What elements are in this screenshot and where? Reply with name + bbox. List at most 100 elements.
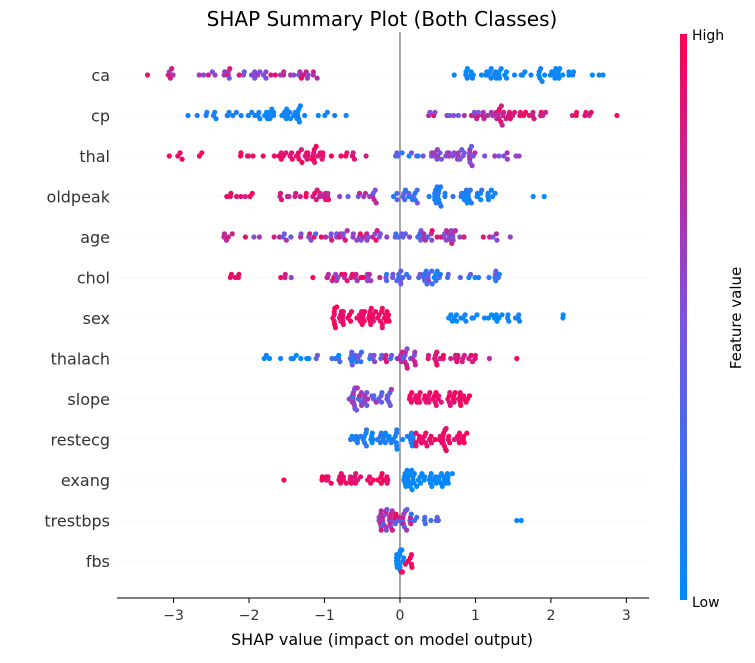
shap-point-thal: [260, 153, 266, 159]
shap-point-ca: [236, 72, 242, 78]
shap-point-cp: [511, 109, 518, 115]
shap-point-thal: [408, 150, 415, 156]
shap-point-age: [298, 231, 304, 237]
x-axis-ticks: −3 −2 −1 0 1 2 3: [163, 598, 631, 624]
x-axis-label: SHAP value (impact on model output): [231, 630, 533, 649]
feature-label-ca: ca: [91, 66, 110, 85]
shap-point-restecg: [404, 433, 410, 439]
shap-point-slope: [354, 407, 360, 413]
shap-point-cp: [455, 112, 461, 119]
shap-point-sex: [349, 309, 355, 315]
shap-point-cp: [588, 109, 594, 115]
shap-point-restecg: [363, 443, 369, 449]
shap-point-ca: [503, 69, 510, 75]
shap-point-thal: [312, 159, 318, 165]
shap-point-thal: [451, 150, 457, 156]
shap-point-age: [329, 237, 335, 243]
shap-point-sex: [370, 318, 376, 324]
shap-point-chol: [429, 268, 435, 274]
shap-point-cp: [324, 109, 330, 115]
shap-point-ca: [268, 72, 274, 78]
shap-point-trestbps: [518, 517, 524, 524]
shap-point-exang: [409, 487, 415, 493]
shap-point-ca: [528, 72, 534, 78]
shap-point-restecg: [394, 427, 400, 433]
shap-point-thal: [431, 150, 437, 156]
shap-point-age: [490, 234, 496, 240]
shap-point-trestbps: [378, 508, 384, 514]
shap-point-restecg: [416, 433, 423, 439]
shap-point-cp: [238, 112, 244, 119]
shap-point-thalach: [379, 352, 385, 358]
shap-point-thalach: [468, 352, 474, 358]
shap-point-chol: [344, 278, 350, 284]
shap-point-age: [395, 234, 401, 240]
shap-point-age: [377, 231, 383, 237]
shap-point-sex: [505, 312, 511, 318]
shap-point-restecg: [432, 436, 438, 443]
shap-point-sex: [373, 309, 379, 315]
shap-point-sex: [386, 318, 392, 324]
shap-point-fbs: [399, 569, 405, 575]
shap-point-restecg: [443, 425, 449, 432]
shap-point-slope: [364, 390, 370, 396]
shap-point-cp: [614, 112, 620, 119]
shap-point-slope: [438, 399, 444, 405]
shap-point-age: [461, 234, 467, 240]
shap-point-chol: [434, 268, 440, 274]
shap-point-slope: [447, 390, 453, 396]
shap-point-thalach: [404, 365, 410, 371]
shap-point-thal: [271, 153, 277, 159]
shap-point-thal: [179, 156, 185, 162]
shap-point-thalach: [514, 355, 520, 362]
shap-point-cp: [287, 116, 293, 122]
shap-point-cp: [297, 103, 303, 109]
shap-point-thalach: [412, 362, 418, 368]
shap-point-thalach: [389, 352, 395, 358]
shap-point-trestbps: [428, 517, 434, 524]
shap-point-age: [281, 231, 287, 237]
shap-point-sex: [499, 312, 505, 318]
shap-point-chol: [425, 278, 432, 284]
shap-point-thalach: [358, 349, 365, 355]
shap-point-sex: [340, 309, 346, 315]
shap-point-exang: [328, 480, 334, 486]
shap-point-thal: [298, 147, 304, 153]
shap-point-slope: [388, 386, 395, 392]
shap-point-ca: [556, 75, 562, 81]
shap-point-chol: [342, 271, 348, 277]
shap-point-thalach: [486, 355, 492, 362]
shap-point-age: [452, 228, 458, 234]
shap-point-ca: [227, 66, 233, 72]
shap-point-exang: [414, 483, 420, 489]
shap-point-chol: [445, 271, 451, 277]
shap-point-slope: [457, 390, 463, 396]
shap-point-age: [374, 228, 380, 234]
shap-point-oldpeak: [345, 193, 351, 200]
shap-point-sex: [348, 318, 354, 324]
shap-point-age: [251, 234, 257, 240]
shap-point-oldpeak: [362, 190, 368, 196]
shap-point-exang: [358, 474, 364, 480]
colorbar-high-label: High: [692, 28, 724, 44]
shap-point-age: [344, 228, 350, 234]
shap-point-trestbps: [389, 527, 395, 533]
shap-point-ca: [170, 72, 176, 78]
shap-point-thal: [238, 150, 244, 156]
shap-point-thalach: [425, 352, 432, 358]
shap-point-chol: [278, 274, 284, 281]
shap-point-cp: [490, 112, 496, 119]
shap-point-thalach: [336, 352, 342, 358]
shap-point-cp: [498, 103, 504, 109]
feature-rows: ca cp thal oldpeak age chol sex thalach slope res…: [44, 66, 649, 571]
shap-point-oldpeak: [325, 190, 331, 196]
shap-point-exang: [325, 474, 331, 480]
shap-point-exang: [445, 480, 451, 486]
shap-point-restecg: [451, 436, 457, 443]
shap-point-oldpeak: [278, 197, 285, 203]
shap-point-chol: [476, 274, 482, 281]
shap-point-restecg: [382, 430, 389, 436]
shap-point-restecg: [363, 427, 370, 433]
shap-point-age: [365, 234, 372, 240]
shap-point-chol: [400, 274, 406, 281]
